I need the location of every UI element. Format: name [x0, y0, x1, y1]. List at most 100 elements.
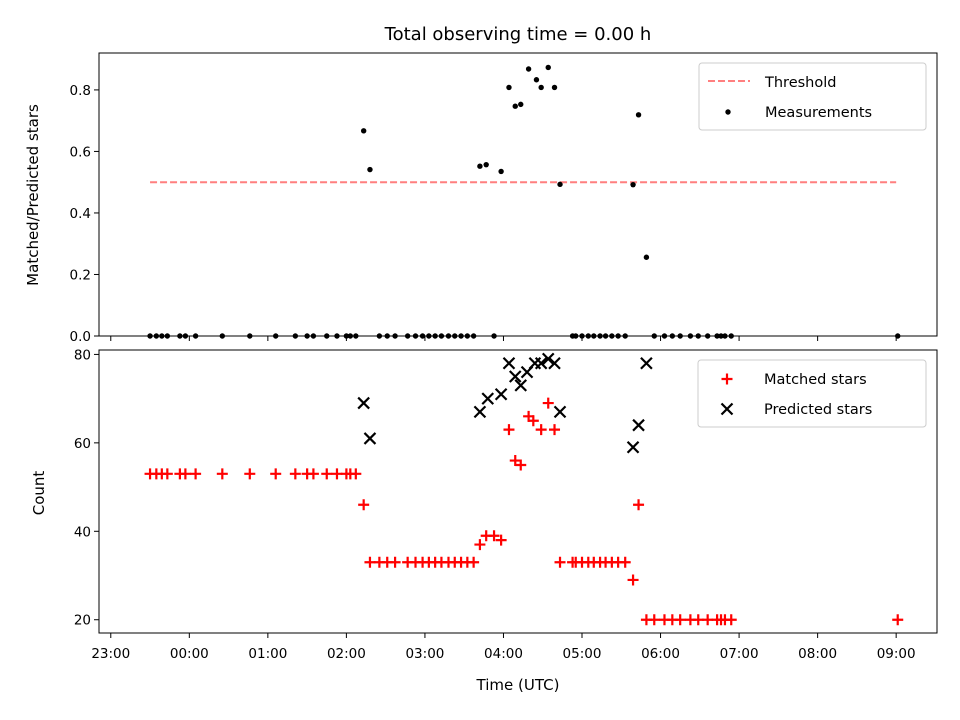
matched-star-point	[542, 397, 554, 409]
top-legend-box	[698, 62, 927, 131]
top-y-tick-label: 0.2	[70, 267, 91, 283]
measurement-point	[643, 254, 650, 260]
legend-measurements-swatch	[725, 109, 731, 115]
measurement-point	[512, 103, 518, 109]
x-tick-label: 02:00	[327, 646, 366, 662]
matched-star-point	[389, 556, 401, 568]
matched-star-point	[358, 499, 370, 511]
matched-star-point	[627, 574, 639, 586]
bottom-panel: 20 40 60 80 23:00 00:00 01:00 02:00 03:00 04:00 05…	[30, 347, 938, 694]
matched-star-point	[244, 468, 256, 480]
predicted-star-point	[548, 356, 561, 370]
matched-star-point	[892, 614, 904, 626]
matched-star-point	[179, 468, 191, 480]
top-plot-frame	[98, 52, 938, 337]
predicted-star-point	[553, 405, 567, 419]
matched-star-point	[474, 539, 486, 551]
matched-star-point	[289, 468, 301, 480]
matched-star-point	[527, 415, 539, 427]
measurement-point	[533, 77, 540, 83]
matched-star-point	[554, 556, 566, 568]
predicted-star-point	[514, 379, 528, 392]
measurement-point	[545, 64, 551, 71]
predicted-star-point	[363, 432, 377, 445]
predicted-star-point	[481, 392, 495, 405]
bottom-legend: Matched stars Predicted stars	[697, 359, 927, 428]
x-tick-label: 08:00	[798, 646, 837, 662]
x-tick-label: 01:00	[248, 646, 287, 662]
matched-star-point	[648, 614, 660, 626]
predicted-star-point	[357, 396, 370, 410]
x-tick-label: 04:00	[484, 646, 523, 662]
measurement-point	[557, 181, 563, 188]
top-y-tick-label: 0.6	[70, 144, 91, 160]
matched-star-point	[350, 468, 362, 480]
top-y-tick-label: 0.8	[70, 83, 91, 99]
matched-star-point	[488, 530, 500, 542]
x-tick-label: 06:00	[641, 646, 680, 662]
matched-star-point	[468, 556, 480, 568]
bottom-y-tick-label: 80	[74, 347, 91, 363]
measurement-point	[538, 84, 544, 91]
matched-star-point	[692, 614, 704, 626]
top-y-tick-label: 0.4	[70, 206, 91, 222]
predicted-star-point	[508, 370, 522, 383]
x-tick-label: 07:00	[720, 646, 759, 662]
matched-star-point	[549, 424, 561, 436]
measurement-point	[367, 166, 373, 173]
predicted-star-point	[541, 352, 555, 366]
bottom-y-tick-label: 40	[74, 524, 91, 540]
matched-star-point	[161, 468, 173, 480]
top-legend: Threshold Measurements	[698, 62, 927, 131]
matched-star-point	[619, 556, 631, 568]
measurement-point	[518, 101, 524, 108]
x-tick-label: 03:00	[405, 646, 444, 662]
measurement-point	[525, 66, 532, 72]
top-chart-title: Total observing time = 0.00 h	[384, 24, 652, 45]
matched-star-point	[216, 468, 228, 480]
bottom-legend-box	[697, 359, 927, 428]
x-tick-label: 05:00	[563, 646, 602, 662]
legend-measurements-label: Measurements	[765, 105, 872, 121]
measurement-point	[483, 161, 489, 168]
matched-star-point	[515, 459, 527, 471]
matched-star-point	[674, 614, 686, 626]
x-tick-label: 09:00	[877, 646, 916, 662]
matched-star-point	[321, 468, 333, 480]
matched-star-point	[307, 468, 319, 480]
legend-matched-swatch	[721, 373, 733, 385]
predicted-star-point	[494, 387, 508, 401]
predicted-star-point	[640, 356, 653, 370]
matched-star-point	[364, 556, 376, 568]
predicted-star-point	[626, 441, 640, 454]
measurement-point	[498, 168, 504, 175]
matched-star-point	[503, 424, 515, 436]
measurement-point	[551, 84, 558, 91]
predicted-star-point	[502, 356, 516, 370]
x-axis-label: Time (UTC)	[476, 676, 560, 694]
matched-star-point	[331, 468, 343, 480]
matched-star-point	[495, 534, 507, 546]
predicted-star-point	[473, 405, 487, 419]
measurement-point	[360, 128, 367, 134]
legend-threshold-label: Threshold	[764, 75, 836, 91]
top-plot-area: 0.0 0.2 0.4 0.6 0.8	[70, 52, 938, 345]
top-y-tick-label: 0.0	[70, 329, 91, 345]
bottom-plot-area: 20 40 60 80 23:00 00:00 01:00 02:00 03:00 04:00 05…	[74, 347, 938, 662]
matched-star-point	[702, 614, 714, 626]
top-panel: Total observing time = 0.00 h 0.00.20.40…	[24, 24, 938, 345]
bottom-y-tick-label: 20	[74, 613, 91, 629]
predicted-star-point	[632, 418, 645, 432]
predicted-star-point	[534, 356, 548, 370]
x-tick-label: 23:00	[91, 646, 130, 662]
measurement-point	[506, 84, 512, 91]
bottom-plot-frame	[98, 349, 938, 634]
matched-star-point	[725, 614, 737, 626]
measurement-point	[477, 163, 483, 169]
matched-star-point	[270, 468, 282, 480]
x-tick-label: 00:00	[170, 646, 209, 662]
top-y-axis-label: Matched/Predicted stars	[24, 104, 42, 286]
bottom-y-axis-label: Count	[30, 471, 48, 516]
legend-matched-label: Matched stars	[764, 372, 867, 388]
